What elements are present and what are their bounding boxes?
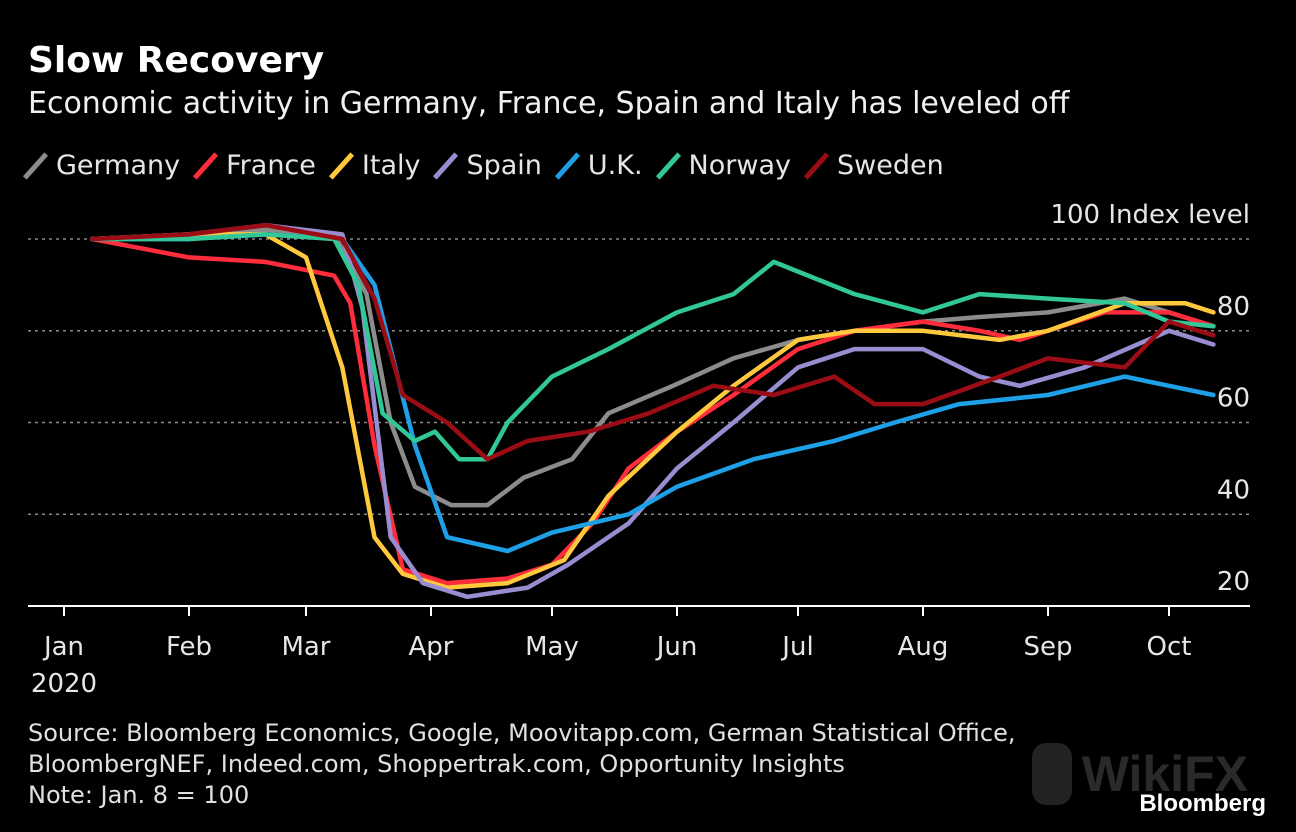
chart-title: Slow Recovery [28, 40, 325, 81]
source-line-1: Source: Bloomberg Economics, Google, Moo… [28, 719, 1016, 747]
legend: Germany France Italy Spain U.K. Norway Sweden [28, 150, 962, 181]
x-tick-label-mar: Mar [281, 632, 330, 662]
legend-label: Norway [688, 150, 791, 181]
series-line-spain [89, 222, 1216, 600]
legend-label: U.K. [587, 150, 643, 181]
line-chart: 20 40 60 80 100 Index level Jan 2020 Feb Mar Apr M… [28, 200, 1250, 699]
x-tick-label-sep: Sep [1024, 632, 1073, 662]
y-tick-label-100: 100 Index level [1050, 200, 1250, 230]
y-tick-label-20: 20 [1217, 567, 1250, 597]
series-line-norway [89, 232, 1216, 462]
y-tick-label-40: 40 [1217, 475, 1250, 505]
x-tick-label-jun: Jun [655, 632, 698, 662]
series-line-germany [89, 227, 1216, 508]
series-line-sweden [89, 222, 1216, 462]
x-tick-label-oct: Oct [1147, 632, 1192, 662]
legend-label: Germany [56, 150, 181, 181]
bloomberg-logo: Bloomberg [1139, 790, 1266, 817]
legend-item-uk: U.K. [560, 150, 643, 181]
source-note: Source: Bloomberg Economics, Google, Moo… [28, 718, 1015, 811]
y-tick-label-60: 60 [1217, 384, 1250, 414]
x-tick-label-jul: Jul [780, 632, 813, 662]
legend-item-sweden: Sweden [809, 150, 944, 181]
legend-item-germany: Germany [28, 150, 180, 181]
chart-subtitle: Economic activity in Germany, France, Sp… [28, 86, 1070, 121]
watermark-badge-icon [1032, 743, 1072, 805]
legend-item-spain: Spain [438, 150, 541, 181]
x-tick-label-feb: Feb [166, 632, 212, 662]
legend-label: Sweden [836, 150, 944, 181]
x-tick-label-jan: Jan [42, 632, 84, 662]
x-tick-year-label: 2020 [31, 669, 97, 699]
legend-item-france: France [198, 150, 316, 181]
x-tick-label-apr: Apr [409, 632, 454, 662]
x-tick-label-aug: Aug [898, 632, 949, 662]
x-tick-label-may: May [525, 632, 579, 662]
legend-item-italy: Italy [334, 150, 421, 181]
legend-label: Italy [361, 150, 421, 181]
source-line-2: BloombergNEF, Indeed.com, Shoppertrak.co… [28, 750, 845, 778]
series-line-italy [89, 232, 1216, 590]
legend-item-norway: Norway [661, 150, 791, 181]
legend-label: Spain [466, 150, 542, 181]
note-line: Note: Jan. 8 = 100 [28, 781, 250, 809]
legend-label: France [226, 150, 316, 181]
y-tick-label-80: 80 [1217, 292, 1250, 322]
